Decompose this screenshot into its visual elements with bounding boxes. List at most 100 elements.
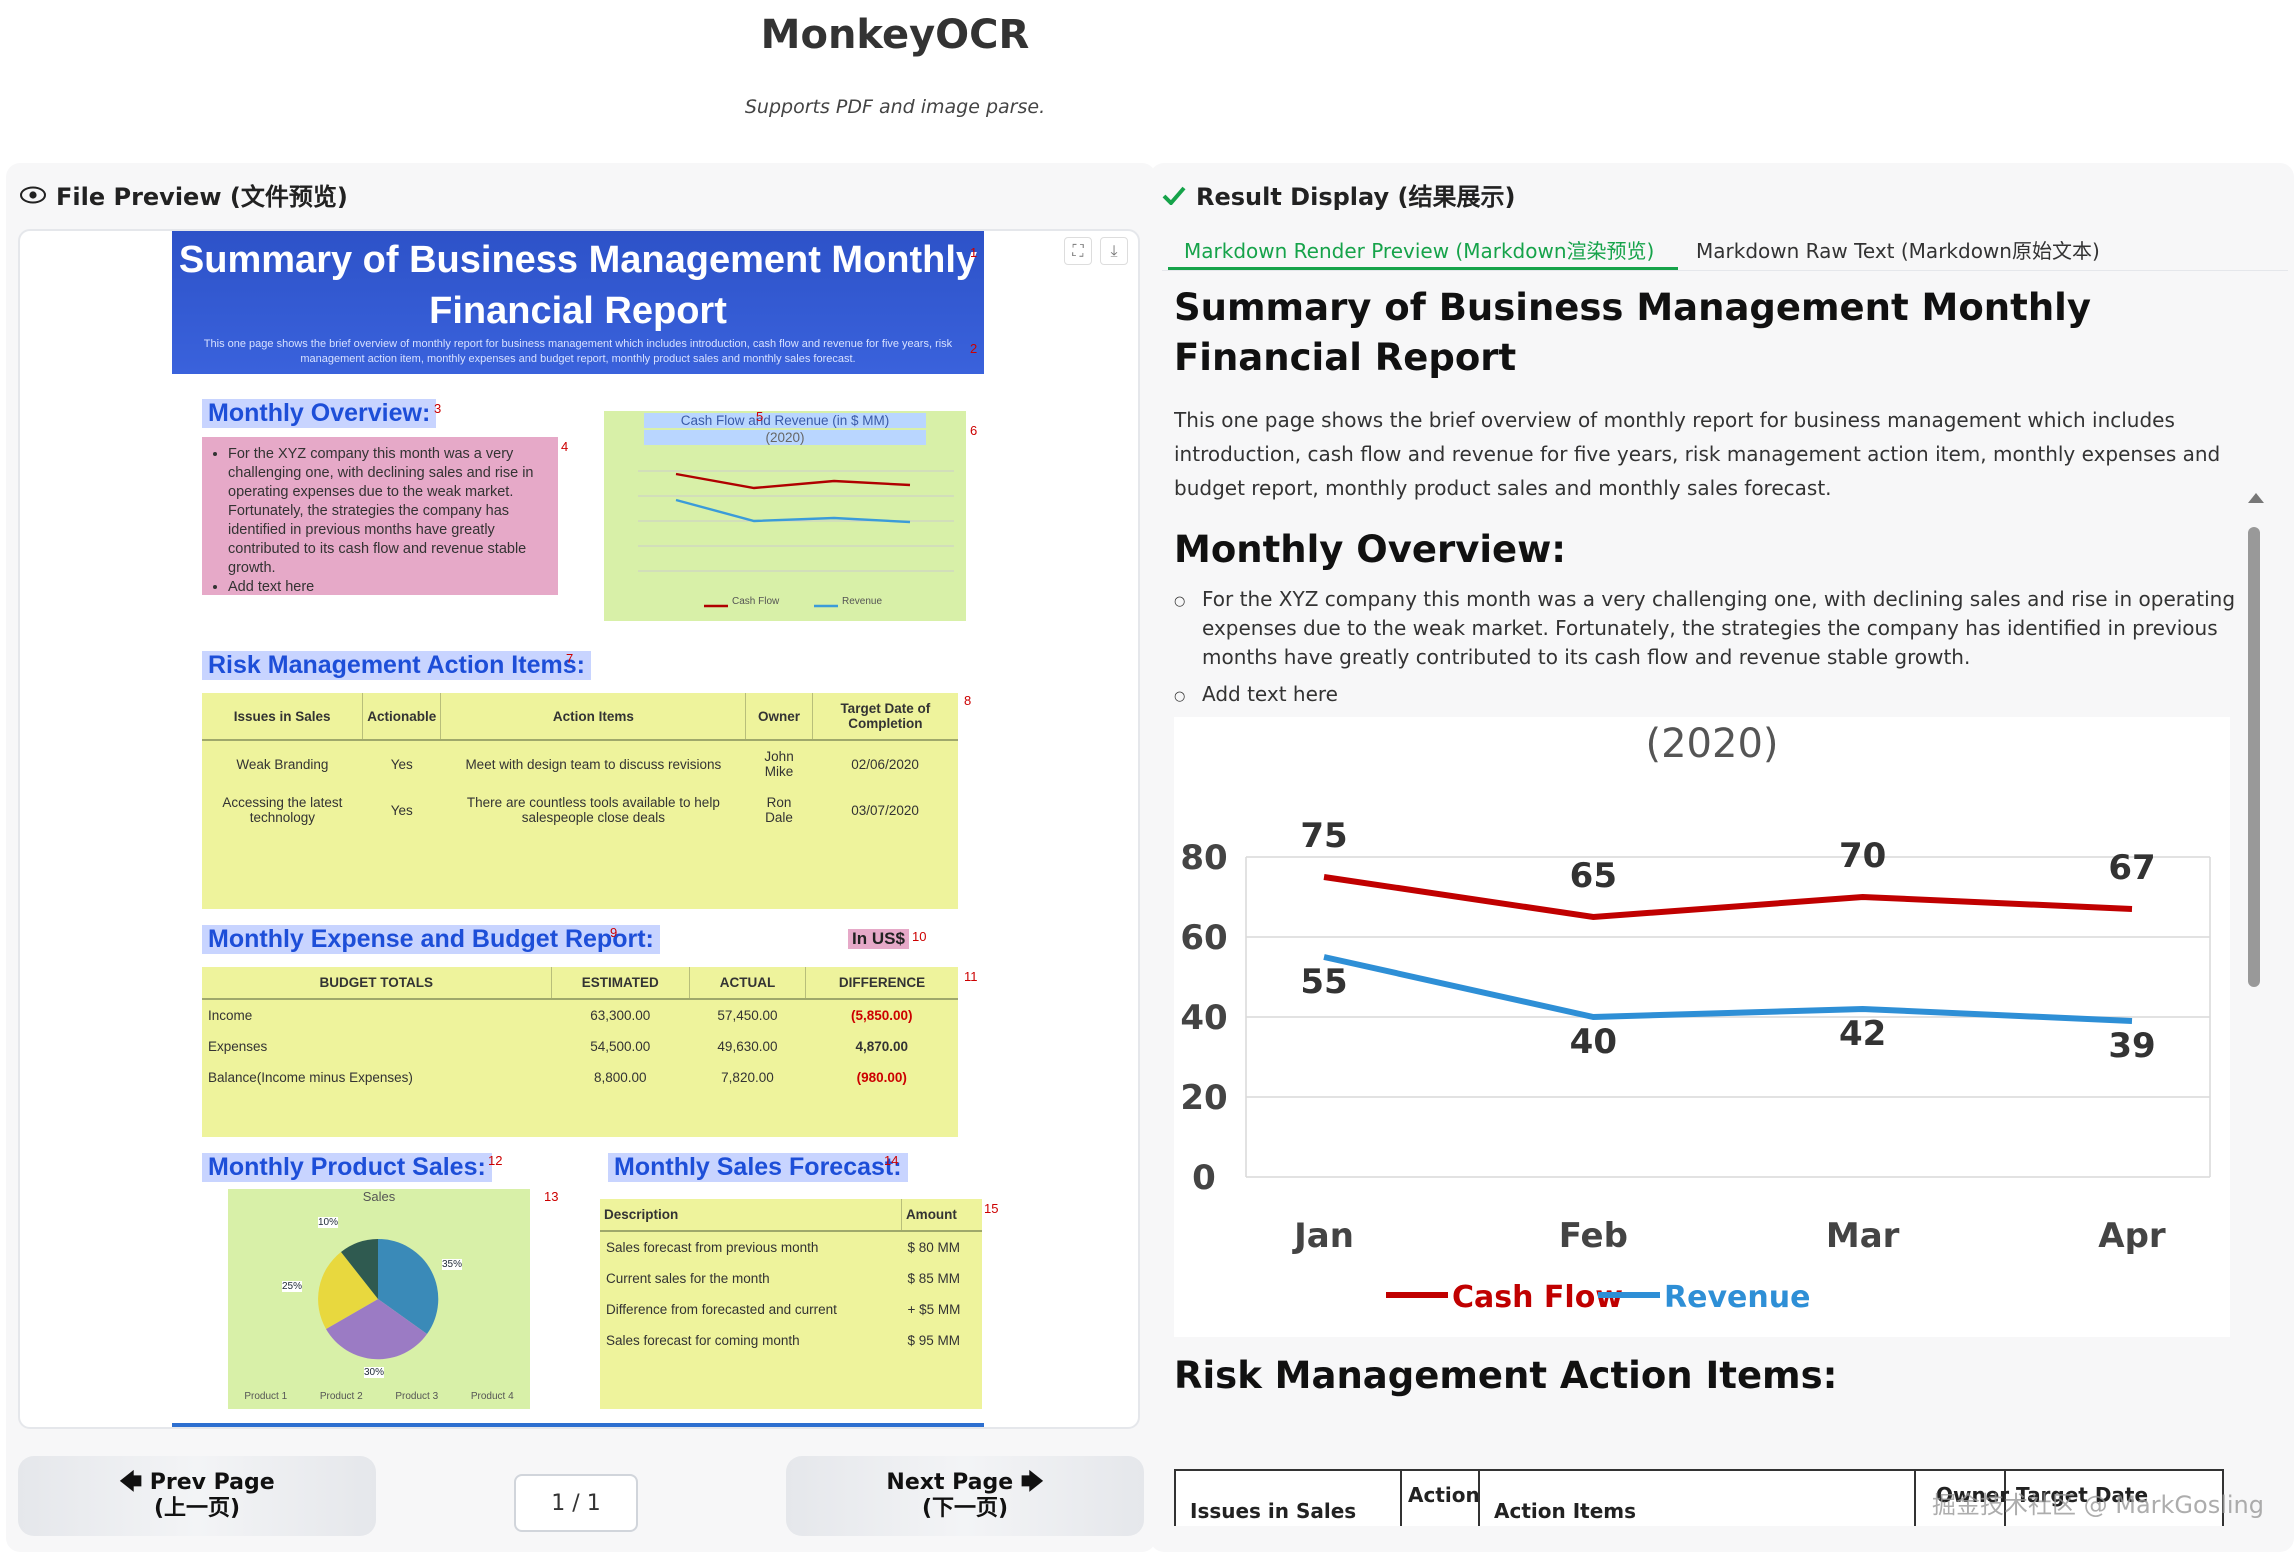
pie-label: 10% [318, 1217, 339, 1228]
series-line [1323, 874, 2133, 921]
table-row: Accessing the latest technology Yes Ther… [202, 787, 958, 833]
markdown-render-area[interactable]: Summary of Business Management Monthly F… [1174, 283, 2244, 1526]
doc-risk-table: Issues in Sales Actionable Action Items … [202, 693, 958, 909]
file-preview-title: File Preview (文件预览) [56, 183, 348, 211]
md-risk-col: Target Date [2016, 1483, 2149, 1507]
risk-cell: Ron Dale [765, 795, 793, 825]
y-tick-label: 60 [1180, 918, 1227, 958]
result-display-title: Result Display (结果展示) [1196, 183, 1516, 211]
region-mark: 9 [610, 925, 618, 940]
risk-cell: Accessing the latest technology [222, 795, 343, 825]
data-label: 70 [1839, 836, 1886, 876]
download-icon[interactable]: ⤓ [1100, 237, 1128, 265]
mini-chart-year: (2020) [644, 430, 926, 445]
exp-cell: 63,300.00 [590, 1008, 651, 1023]
doc-banner-title: Summary of Business Management Monthly F… [178, 239, 978, 332]
table-row: Current sales for the month $ 85 MM [600, 1263, 982, 1294]
watermark: 掘金技术社区 @ MarkGosling [1931, 1491, 2264, 1519]
next-page-button[interactable]: Next Page 🡆 (下一页) [786, 1456, 1144, 1536]
exp-cell: 49,630.00 [717, 1039, 778, 1054]
chart-title: (2020) [1645, 721, 1778, 767]
region-mark: 11 [964, 969, 978, 984]
doc-banner-subtitle: This one page shows the brief overview o… [203, 338, 953, 365]
doc-mini-chart: Cash Flow and Revenue (in $ MM) (2020) C… [604, 411, 966, 621]
exp-cell: 7,820.00 [721, 1070, 774, 1085]
doc-expense-heading: Monthly Expense and Budget Report: [202, 925, 660, 954]
file-preview-heading: File Preview (文件预览) [20, 177, 348, 212]
check-icon [1162, 186, 1186, 205]
md-list-item: Add text here [1174, 680, 2244, 711]
next-page-label: Next Page 🡆 [886, 1470, 1043, 1496]
region-mark: 8 [964, 693, 972, 708]
table-row: Income 63,300.00 57,450.00 (5,850.00) [202, 999, 958, 1031]
mini-chart-svg [638, 470, 954, 608]
file-preview-box[interactable]: Summary of Business Management Monthly F… [18, 229, 1140, 1429]
doc-overview-heading: Monthly Overview: [202, 399, 437, 428]
exp-cell: 4,870.00 [855, 1039, 908, 1054]
pie-legend-item: Product 1 [244, 1391, 288, 1402]
region-mark: 13 [544, 1189, 559, 1204]
doc-risk-heading: Risk Management Action Items: [202, 651, 591, 680]
legend-label: Revenue [1664, 1280, 1810, 1315]
exp-cell: 8,800.00 [593, 1070, 647, 1085]
eye-icon [20, 186, 46, 203]
risk-col: Actionable [362, 693, 442, 741]
fc-cell: $ 85 MM [907, 1271, 960, 1286]
doc-pie-chart: Sales 10% 35% 25% 30% Product 1 Product … [228, 1189, 530, 1409]
exp-col: ESTIMATED [551, 967, 690, 1000]
prev-page-sub: (上一页) [153, 1496, 241, 1521]
fc-cell: Difference from forecasted and current [606, 1302, 837, 1317]
md-risk-col: Action [1408, 1483, 1480, 1507]
exp-cell: Balance(Income minus Expenses) [208, 1070, 413, 1085]
md-chart-image: (2020) 0 20 40 60 80 Jan Feb Mar Apr 75 65 70 67 55 40 4… [1174, 717, 2230, 1337]
md-heading-title: Summary of Business Management Monthly F… [1174, 286, 2091, 379]
region-mark: 12 [488, 1153, 503, 1168]
md-heading-overview: Monthly Overview: [1174, 528, 1567, 571]
pie-legend: Product 1 Product 2 Product 3 Product 4 [228, 1391, 530, 1402]
risk-cell: Weak Branding [236, 756, 329, 772]
region-mark: 5 [756, 409, 764, 424]
region-mark: 2 [970, 341, 978, 356]
prev-page-button[interactable]: 🡄 Prev Page (上一页) [18, 1456, 376, 1536]
fc-cell: $ 95 MM [907, 1333, 960, 1348]
file-preview-panel: File Preview (文件预览) Summary of Business … [6, 163, 1156, 1552]
pie-svg [318, 1238, 439, 1360]
fullscreen-icon[interactable]: ⛶ [1064, 237, 1092, 265]
risk-cell: Yes [390, 756, 413, 772]
tab-render-preview[interactable]: Markdown Render Preview (Markdown渲染预览) [1184, 239, 1655, 263]
scrollbar-thumb[interactable] [2248, 527, 2260, 987]
fc-cell: + $5 MM [907, 1302, 961, 1317]
exp-col: BUDGET TOTALS [202, 967, 552, 1000]
page-indicator: 1 / 1 [514, 1474, 638, 1532]
data-label: 55 [1300, 962, 1347, 1002]
mini-legend-cashflow: Cash Flow [732, 596, 780, 607]
data-label: 67 [2108, 848, 2155, 888]
fc-col: Amount [901, 1199, 982, 1232]
app-subtitle: Supports PDF and image parse. [744, 96, 1046, 118]
exp-col: DIFFERENCE [805, 967, 958, 1000]
fc-col: Description [600, 1199, 902, 1232]
region-mark: 6 [970, 423, 978, 438]
data-label: 65 [1570, 856, 1617, 896]
risk-cell: 03/07/2020 [851, 802, 919, 818]
exp-cell: 54,500.00 [590, 1039, 651, 1054]
exp-col: ACTUAL [689, 967, 806, 1000]
fc-cell: $ 80 MM [907, 1240, 960, 1255]
scroll-up-icon[interactable] [2248, 493, 2264, 503]
risk-col: Issues in Sales [202, 693, 364, 741]
doc-footer-bar [172, 1423, 984, 1427]
expense-table-mini: BUDGET TOTALS ESTIMATED ACTUAL DIFFERENC… [202, 967, 958, 1093]
y-tick-label: 40 [1180, 998, 1227, 1038]
exp-cell: Expenses [208, 1039, 268, 1054]
risk-col: Action Items [440, 693, 747, 741]
doc-overview-box: For the XYZ company this month was a ver… [202, 437, 558, 595]
forecast-table-mini: Description Amount Sales forecast from p… [600, 1199, 982, 1356]
data-label: 42 [1839, 1014, 1886, 1054]
risk-col: Owner [745, 693, 813, 741]
y-tick-label: 20 [1180, 1078, 1227, 1118]
exp-cell: (5,850.00) [850, 1008, 913, 1023]
pie-label: 35% [442, 1259, 463, 1270]
legend-label: Cash Flow [1452, 1280, 1623, 1315]
prev-page-text: Prev Page [149, 1470, 275, 1495]
tab-raw-text[interactable]: Markdown Raw Text (Markdown原始文本) [1696, 239, 2100, 263]
